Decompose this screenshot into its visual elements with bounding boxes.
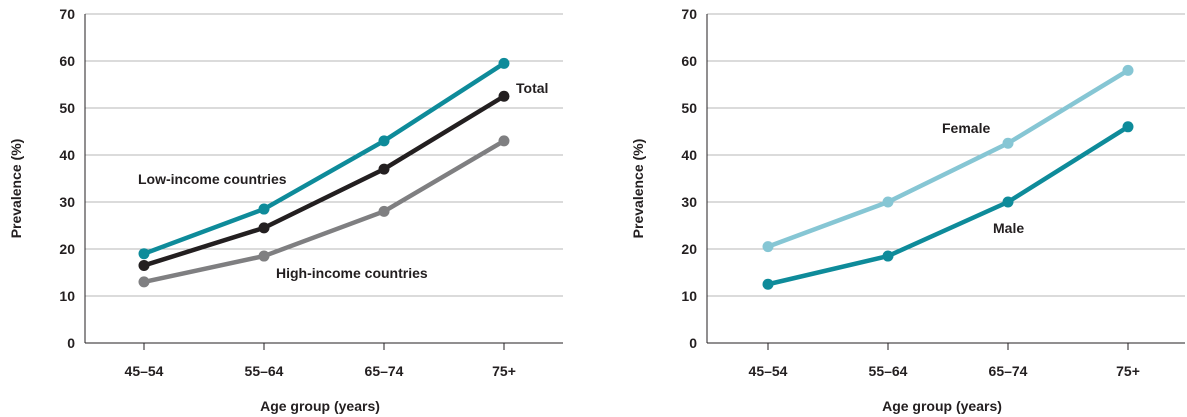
right-series-1-point-3 [1122,121,1134,133]
right-series-line-0 [765,68,1131,249]
right-y-tick-0: 0 [689,335,697,351]
right-series-0-point-2 [1002,137,1014,149]
left-x-tick-3: 75+ [492,363,516,379]
left-series-0-point-3 [498,57,510,69]
right-y-tick-10: 10 [681,288,697,304]
left-series-line-0 [141,61,507,256]
right-x-tick-2: 65–74 [989,363,1028,379]
right-x-tick-0: 45–54 [749,363,788,379]
left-series-line-1 [141,94,507,268]
right-series-0-point-0 [762,241,774,253]
left-y-tick-0: 0 [67,335,75,351]
right-y-tick-40: 40 [681,147,697,163]
left-y-tick-40: 40 [59,147,75,163]
right-x-tick-3: 75+ [1116,363,1140,379]
right-y-tick-70: 70 [681,6,697,22]
left-series-1-point-1 [258,222,270,234]
right-y-tick-20: 20 [681,241,697,257]
left-series-0-point-1 [258,203,270,215]
left-y-tick-60: 60 [59,53,75,69]
left-y-tick-10: 10 [59,288,75,304]
left-y-tick-20: 20 [59,241,75,257]
left-x-tick-0: 45–54 [125,363,164,379]
series-label-total: Total [516,80,548,96]
left-series-1-point-3 [498,90,510,102]
left-series-2-point-3 [498,135,510,147]
series-label-low-income: Low-income countries [138,171,287,187]
right-series-0-point-3 [1122,64,1134,76]
left-x-axis-title: Age group (years) [260,398,380,414]
right-y-axis-title: Prevalence (%) [630,139,646,239]
left-series-0-point-2 [378,135,390,147]
right-gridlines [707,13,1185,297]
left-series-1-point-2 [378,163,390,175]
left-y-tick-30: 30 [59,194,75,210]
right-x-tick-labels: 45–54 55–64 65–74 75+ [749,343,1140,379]
left-y-tick-labels: 0 10 20 30 40 50 60 70 [59,6,75,351]
left-series [138,57,510,288]
right-series-1-point-2 [1002,196,1014,208]
chart-right: 0 10 20 30 40 50 60 70 45–54 55–64 65–74 75+ Age g… [630,6,1185,414]
right-y-tick-50: 50 [681,100,697,116]
chart-left: 0 10 20 30 40 50 60 70 45–54 55–64 65–74 75+ Age g… [8,6,563,414]
right-x-axis-title: Age group (years) [882,398,1002,414]
series-label-female: Female [942,120,990,136]
right-series-1-point-0 [762,278,774,290]
left-series-2-point-1 [258,250,270,262]
right-y-tick-60: 60 [681,53,697,69]
right-y-tick-30: 30 [681,194,697,210]
left-x-tick-1: 55–64 [245,363,284,379]
left-series-2-point-2 [378,205,390,217]
left-series-0-point-0 [138,248,150,260]
right-x-tick-1: 55–64 [869,363,908,379]
series-label-high-income: High-income countries [276,265,428,281]
left-x-tick-2: 65–74 [365,363,404,379]
left-series-1-point-0 [138,259,150,271]
left-series-2-point-0 [138,276,150,288]
left-x-tick-labels: 45–54 55–64 65–74 75+ [125,343,516,379]
left-y-tick-50: 50 [59,100,75,116]
right-series-line-1 [765,124,1131,287]
right-y-tick-labels: 0 10 20 30 40 50 60 70 [681,6,697,351]
right-series [762,64,1134,290]
left-gridlines [85,13,563,297]
series-label-male: Male [993,220,1024,236]
left-y-tick-70: 70 [59,6,75,22]
right-series-1-point-1 [882,250,894,262]
right-series-0-point-1 [882,196,894,208]
left-y-axis-title: Prevalence (%) [8,139,24,239]
left-series-line-2 [141,138,507,285]
